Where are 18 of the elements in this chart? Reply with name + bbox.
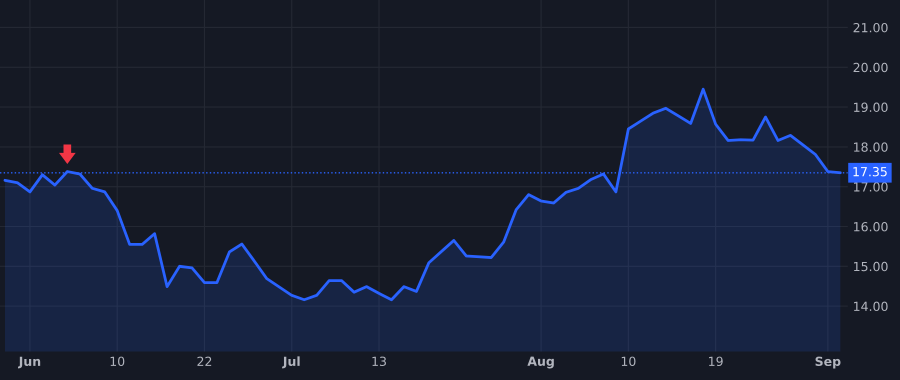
y-tick-label: 20.00 xyxy=(854,62,888,72)
y-tick-label: 18.00 xyxy=(854,142,888,152)
x-tick-label: Aug xyxy=(527,356,554,368)
x-tick-label: 22 xyxy=(197,356,212,366)
y-tick-label: 14.00 xyxy=(854,302,888,312)
x-tick-label: 19 xyxy=(709,356,723,366)
y-tick-label: 17.00 xyxy=(854,182,888,192)
x-tick-label: Jul xyxy=(282,356,300,368)
y-tick-label: 19.00 xyxy=(854,102,888,112)
x-tick-label: Sep xyxy=(816,356,841,368)
y-tick-label: 21.00 xyxy=(854,22,888,32)
x-tick-label: 10 xyxy=(622,356,636,366)
x-tick-label: 13 xyxy=(372,356,386,366)
x-tick-label: Jun xyxy=(18,356,40,368)
x-tick-label: 10 xyxy=(110,356,124,366)
y-tick-label: 15.00 xyxy=(854,262,888,272)
ref-line-label: 17.35 xyxy=(853,166,887,176)
y-tick-label: 16.00 xyxy=(854,222,888,232)
